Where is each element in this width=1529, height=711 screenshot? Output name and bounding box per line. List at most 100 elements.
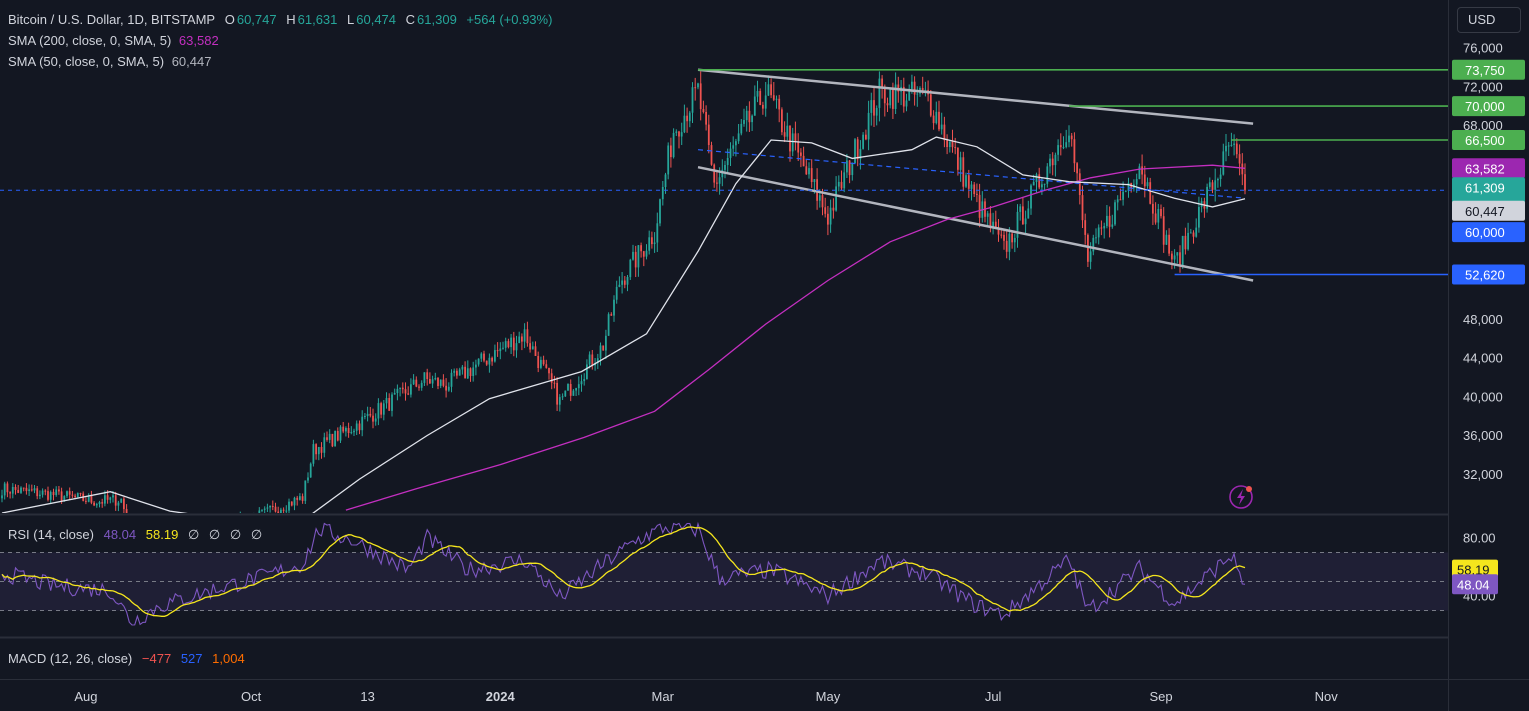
- candle-body: [1225, 145, 1227, 152]
- candle-body: [756, 91, 759, 97]
- rsi-extra-3: ∅: [229, 527, 242, 542]
- candle-body: [466, 368, 469, 379]
- candle-body: [125, 509, 128, 513]
- lightning-bolt-icon: [1237, 489, 1245, 505]
- candle-body: [407, 393, 410, 395]
- candle-body: [355, 423, 358, 431]
- candle-body: [824, 207, 827, 214]
- rsi-value-tag: [1452, 574, 1498, 595]
- candle-body: [17, 489, 20, 493]
- candle-body: [1146, 182, 1149, 187]
- time-tick-label: Mar: [652, 689, 675, 704]
- candle-body: [561, 396, 564, 398]
- candle-body: [36, 488, 39, 497]
- candle-body: [1192, 232, 1195, 237]
- candle-body: [1162, 216, 1165, 245]
- candle-body: [1016, 211, 1019, 238]
- candle-body: [277, 511, 280, 513]
- candle-body: [675, 131, 678, 133]
- sma50-legend[interactable]: SMA (50, close, 0, SMA, 5) 60,447: [8, 54, 213, 70]
- candle-body: [266, 507, 269, 509]
- candle-body: [496, 350, 499, 352]
- candle-body: [410, 384, 412, 395]
- candle-body: [304, 480, 307, 501]
- candle-body: [439, 379, 442, 386]
- candle-body: [385, 398, 388, 404]
- candle-body: [940, 124, 943, 130]
- candle-body: [957, 147, 959, 170]
- candle-body: [123, 498, 125, 510]
- channel-middle-line[interactable]: [697, 149, 1246, 199]
- channel-upper-line[interactable]: [697, 68, 1254, 125]
- currency-button[interactable]: USD: [1457, 7, 1521, 33]
- candle-body: [30, 489, 33, 491]
- candle-body: [642, 251, 645, 257]
- candle-body: [1235, 143, 1238, 155]
- candle-body: [781, 109, 783, 133]
- candle-body: [33, 488, 36, 491]
- candle-body: [997, 228, 1000, 235]
- price-tick-label: 48,000: [1463, 312, 1503, 327]
- candle-body: [1078, 173, 1081, 195]
- candle-body: [483, 353, 485, 361]
- candle-body: [1059, 145, 1062, 148]
- candle-body: [667, 145, 670, 175]
- change-value: +564 (+0.93%): [466, 12, 553, 27]
- candle-body: [946, 140, 948, 147]
- candle-body: [507, 341, 510, 348]
- candle-body: [1222, 151, 1225, 175]
- sma200-legend[interactable]: SMA (200, close, 0, SMA, 5) 63,582: [8, 33, 221, 49]
- candle-body: [851, 163, 854, 175]
- sma200-label: SMA (200, close, 0, SMA, 5): [8, 33, 172, 48]
- candle-body: [285, 510, 288, 512]
- candle-body: [263, 508, 266, 510]
- macd-legend[interactable]: MACD (12, 26, close) −477 527 1,004: [8, 651, 247, 667]
- candle-body: [1233, 143, 1235, 145]
- candle-body: [488, 357, 491, 365]
- candle-body: [759, 91, 762, 105]
- candle-body: [1013, 237, 1016, 243]
- candle-body: [911, 81, 913, 89]
- candle-body: [892, 89, 894, 109]
- candle-body: [835, 186, 837, 211]
- candle-body: [320, 447, 323, 453]
- candle-body: [269, 506, 271, 508]
- candle-body: [534, 346, 537, 356]
- candle-body: [382, 403, 385, 415]
- channel-lower-line[interactable]: [697, 165, 1254, 282]
- candle-body: [1049, 158, 1051, 167]
- lightning-alert-icon[interactable]: [1229, 485, 1253, 509]
- candle-body: [678, 131, 680, 137]
- candle-body: [1124, 190, 1127, 192]
- candle-body: [1214, 180, 1217, 190]
- candle-body: [724, 165, 726, 170]
- candle-body: [680, 132, 683, 137]
- candle-body: [929, 94, 932, 116]
- candle-body: [1035, 174, 1038, 182]
- candle-body: [14, 487, 17, 490]
- rsi-value-tag-label: 58.19: [1457, 563, 1490, 578]
- candle-body: [502, 347, 504, 349]
- rsi-value-tag-label: 48.04: [1457, 577, 1490, 592]
- rsi-legend[interactable]: RSI (14, close) 48.04 58.19 ∅ ∅ ∅ ∅: [8, 527, 264, 543]
- candle-body: [90, 495, 93, 503]
- candle-body: [1208, 182, 1211, 187]
- candle-body: [475, 364, 477, 368]
- candle-body: [512, 337, 515, 351]
- candle-body: [800, 152, 802, 156]
- candle-body: [404, 389, 407, 394]
- price-axis-tag-label: 70,000: [1465, 99, 1505, 114]
- candle-body: [58, 489, 60, 492]
- candle-body: [1160, 209, 1162, 217]
- candle-body: [976, 193, 978, 195]
- candle-body: [1038, 174, 1041, 188]
- candle-body: [1189, 232, 1192, 234]
- candle-body: [818, 195, 821, 201]
- candle-body: [364, 416, 366, 417]
- candle-body: [3, 483, 6, 496]
- candle-body: [978, 194, 981, 218]
- candle-body: [101, 502, 104, 504]
- candle-body: [117, 502, 120, 506]
- candle-body: [1027, 208, 1030, 219]
